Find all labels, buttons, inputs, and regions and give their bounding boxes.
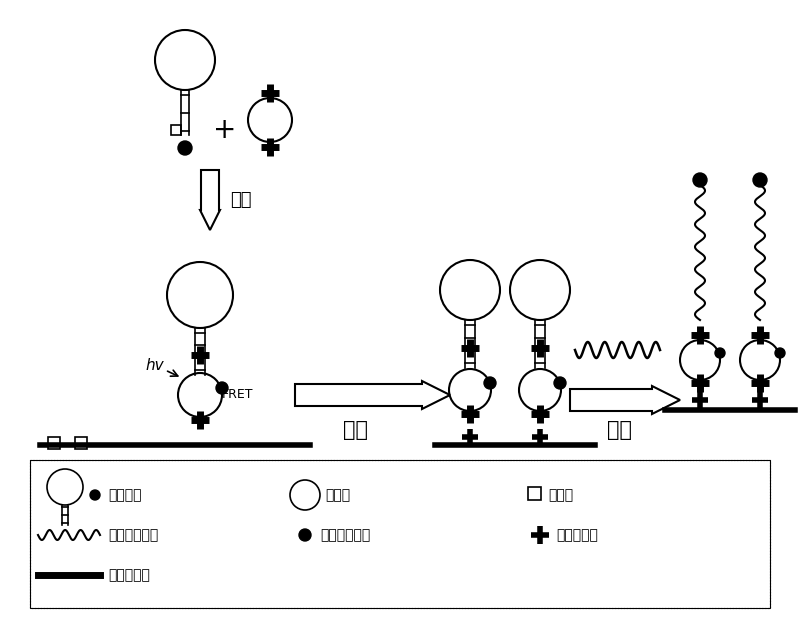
Text: hv: hv (146, 358, 164, 373)
Text: 标记: 标记 (230, 191, 251, 209)
Text: 荧光缬灭基团: 荧光缬灭基团 (320, 528, 370, 542)
Text: 特定核酸序列: 特定核酸序列 (108, 528, 158, 542)
Text: 量子点: 量子点 (325, 488, 350, 502)
Circle shape (484, 377, 496, 389)
Circle shape (693, 173, 707, 187)
Bar (171, 125, 181, 135)
Circle shape (299, 529, 311, 541)
Circle shape (715, 348, 725, 358)
Text: 链霉亲和素: 链霉亲和素 (556, 528, 598, 542)
Text: 固定: 固定 (342, 420, 367, 440)
Text: 固相支持物: 固相支持物 (108, 568, 150, 582)
Text: +: + (214, 116, 237, 144)
Bar (30, 460, 770, 608)
Circle shape (178, 141, 192, 155)
Text: FRET: FRET (222, 389, 254, 402)
Bar (528, 487, 541, 500)
Polygon shape (295, 381, 450, 409)
Text: 分子信标: 分子信标 (108, 488, 142, 502)
Circle shape (753, 173, 767, 187)
Circle shape (216, 382, 228, 394)
Polygon shape (200, 170, 220, 230)
Bar (48, 437, 60, 449)
Text: 杂交: 杂交 (607, 420, 633, 440)
Bar (75, 437, 87, 449)
Bar (30, 460, 770, 608)
Circle shape (554, 377, 566, 389)
Circle shape (90, 490, 100, 500)
Polygon shape (570, 386, 680, 414)
Circle shape (775, 348, 785, 358)
Text: 生物素: 生物素 (548, 488, 573, 502)
